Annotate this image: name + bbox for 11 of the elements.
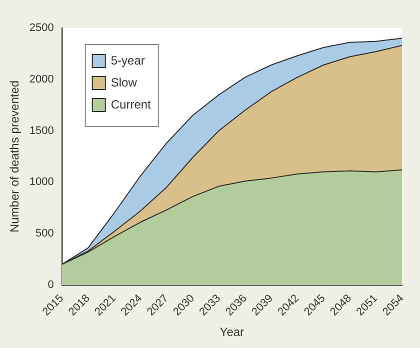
y-tick-label: 1000 [29, 176, 54, 188]
y-tick-label: 2500 [29, 22, 54, 34]
y-tick-label: 2000 [29, 73, 54, 86]
y-axis-title: Number of deaths prevented [8, 80, 22, 233]
y-tick-label: 500 [36, 228, 54, 240]
legend-label: 5-year [110, 53, 145, 68]
y-tick-label: 1500 [29, 124, 54, 137]
x-axis-title: Year [220, 325, 244, 340]
legend-label: Slow [110, 75, 138, 90]
legend-label: Current [110, 97, 152, 112]
y-tick-label: 0 [48, 278, 54, 291]
